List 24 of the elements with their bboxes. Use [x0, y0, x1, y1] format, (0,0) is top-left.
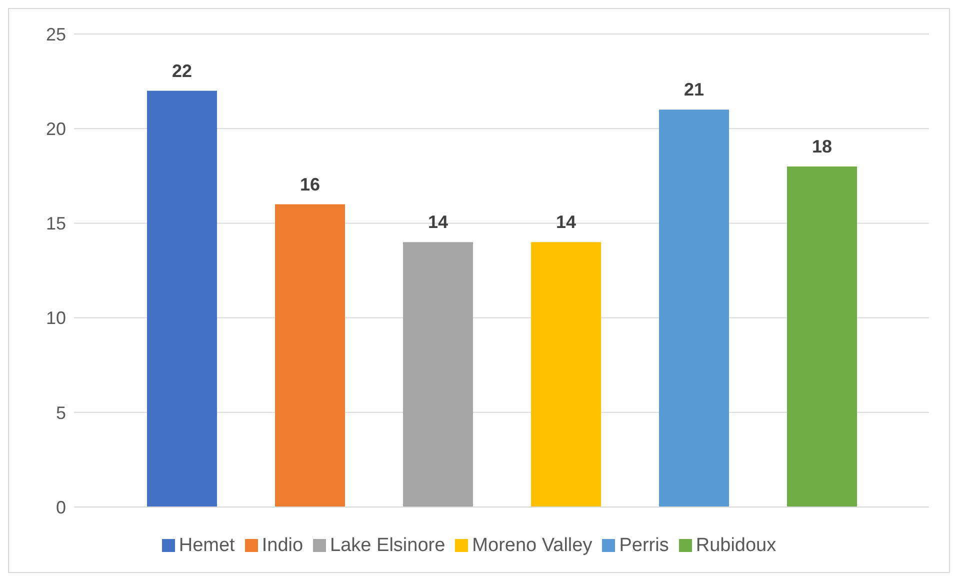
bar: [403, 242, 473, 507]
legend-label: Lake Elsinore: [330, 535, 446, 556]
data-label: 22: [172, 60, 192, 81]
data-label: 16: [300, 174, 320, 194]
bar: [531, 242, 601, 507]
y-tick-label: 15: [46, 214, 66, 234]
bar: [659, 110, 729, 507]
y-tick-label: 5: [56, 402, 66, 423]
legend-label: Rubidoux: [696, 535, 776, 556]
bar: [147, 90, 217, 507]
bar: [275, 204, 345, 507]
legend-label: Indio: [262, 535, 304, 556]
y-tick-label: 10: [46, 308, 66, 328]
data-label: 21: [684, 80, 704, 100]
y-tick-label: 25: [46, 24, 66, 44]
bar: [787, 166, 857, 507]
y-tick-label: 0: [56, 497, 66, 518]
data-label: 18: [812, 136, 832, 156]
legend-label: Moreno Valley: [472, 535, 592, 556]
legend-label: Perris: [619, 535, 669, 556]
data-label: 14: [428, 212, 448, 232]
y-tick-label: 20: [46, 118, 66, 139]
data-label: 14: [556, 212, 576, 232]
legend-label: Hemet: [178, 535, 235, 556]
